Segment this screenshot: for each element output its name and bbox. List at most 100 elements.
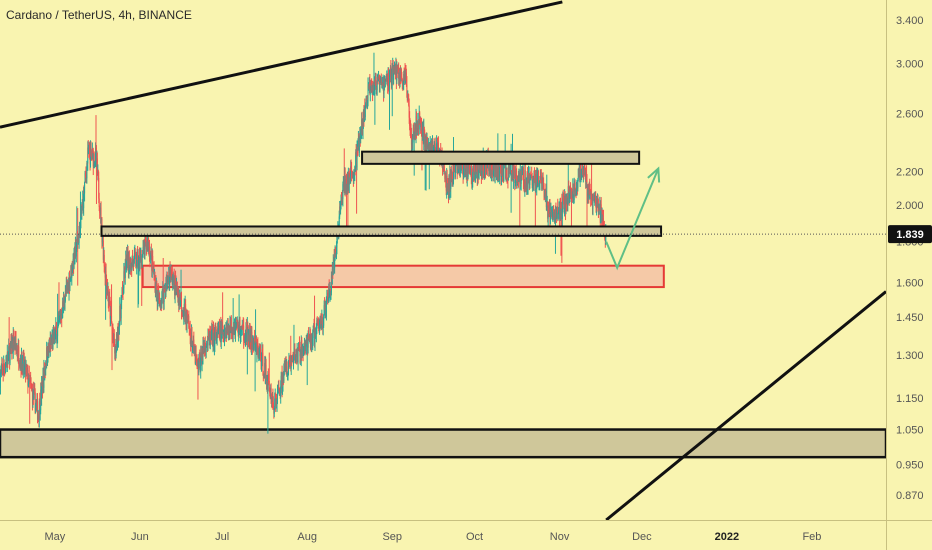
- candle-body: [364, 107, 366, 118]
- candle-body: [69, 278, 71, 288]
- candle-body: [239, 320, 241, 337]
- candle-body: [358, 138, 360, 153]
- candle-body: [0, 375, 1, 388]
- candle-body: [100, 207, 102, 228]
- candle-body: [174, 277, 176, 295]
- y-tick-label: 1.050: [896, 425, 924, 437]
- candle-body: [27, 369, 29, 386]
- candle-body: [494, 160, 496, 178]
- candle-body: [323, 314, 325, 326]
- candle-body: [78, 232, 80, 243]
- x-tick-label: Oct: [466, 531, 483, 543]
- candle-body: [186, 311, 188, 315]
- x-tick-label: Dec: [632, 531, 652, 543]
- candle-body: [294, 348, 296, 360]
- x-tick-label: Nov: [550, 531, 570, 543]
- candle-body: [28, 373, 30, 380]
- candle-body: [9, 347, 11, 364]
- candle-body: [135, 254, 137, 266]
- candle-body: [338, 216, 340, 229]
- candle-body: [581, 159, 583, 178]
- candle-body: [426, 137, 428, 151]
- candle-body: [541, 182, 543, 190]
- candle-body: [490, 162, 492, 175]
- candle-body: [272, 402, 274, 409]
- chart-title: Cardano / TetherUS, 4h, BINANCE: [6, 8, 192, 22]
- candle-body: [218, 325, 220, 337]
- candles: [0, 52, 607, 434]
- candle-body: [367, 85, 369, 104]
- candle-body: [81, 210, 83, 215]
- candle-body: [188, 315, 190, 328]
- candle-body: [228, 328, 230, 336]
- candle-body: [348, 175, 350, 185]
- candle-body: [346, 179, 348, 188]
- candle-body: [507, 180, 509, 182]
- candle-body: [144, 239, 146, 256]
- x-tick-label: Jun: [131, 531, 149, 543]
- candle-body: [434, 143, 436, 150]
- candle-body: [64, 301, 66, 309]
- candle-body: [443, 166, 445, 173]
- candle-body: [342, 184, 344, 200]
- candle-body: [514, 172, 516, 184]
- candle-body: [256, 342, 258, 354]
- candle-body: [280, 375, 282, 387]
- candle-body: [524, 170, 526, 189]
- candle-body: [516, 174, 518, 183]
- support-zone: [100, 225, 663, 237]
- candle-body: [587, 188, 589, 197]
- candle-body: [462, 166, 464, 168]
- candle-body: [527, 182, 529, 189]
- candle-body: [141, 256, 143, 266]
- candle-body: [572, 183, 574, 201]
- candle-body: [159, 298, 161, 303]
- candle-body: [376, 80, 378, 91]
- candle-body: [265, 364, 267, 380]
- candle-body: [283, 371, 285, 382]
- candle-body: [63, 299, 65, 307]
- candle-body: [312, 328, 314, 338]
- candle-body: [467, 166, 469, 177]
- candle-body: [503, 164, 505, 182]
- candle-body: [262, 352, 264, 372]
- candle-body: [41, 383, 43, 400]
- candle-body: [453, 168, 455, 172]
- candle-body: [98, 177, 100, 199]
- candle-body: [36, 399, 38, 420]
- bottom-zone: [0, 428, 886, 459]
- candle-body: [373, 83, 375, 92]
- candle-body: [506, 173, 508, 178]
- candle-body: [83, 186, 85, 209]
- candle-body: [195, 353, 197, 358]
- candle-body: [262, 371, 264, 376]
- candle-body: [600, 204, 602, 223]
- x-tick-label: Sep: [382, 531, 402, 543]
- y-tick-label: 0.870: [896, 490, 924, 502]
- candle-body: [556, 208, 558, 219]
- candle-body: [453, 166, 455, 184]
- candle-body: [286, 366, 288, 376]
- candle-body: [76, 237, 78, 249]
- candle-body: [185, 308, 187, 325]
- candle-body: [86, 162, 88, 179]
- candle-body: [602, 218, 604, 225]
- candle-body: [538, 171, 540, 186]
- candle-body: [124, 262, 126, 278]
- candle-body: [464, 159, 466, 175]
- candle-body: [118, 322, 120, 335]
- candle-body: [423, 126, 425, 132]
- candle-body: [103, 254, 105, 267]
- x-tick-label: May: [44, 531, 65, 543]
- y-tick-label: 0.950: [896, 459, 924, 471]
- candle-body: [573, 184, 575, 200]
- candle-body: [180, 296, 182, 311]
- candle-body: [111, 315, 113, 323]
- candle-body: [332, 262, 334, 275]
- candle-body: [98, 198, 100, 208]
- candle-body: [89, 148, 91, 158]
- candle-body: [99, 207, 101, 213]
- y-tick-label: 3.400: [896, 15, 924, 27]
- demand-zone: [141, 264, 665, 289]
